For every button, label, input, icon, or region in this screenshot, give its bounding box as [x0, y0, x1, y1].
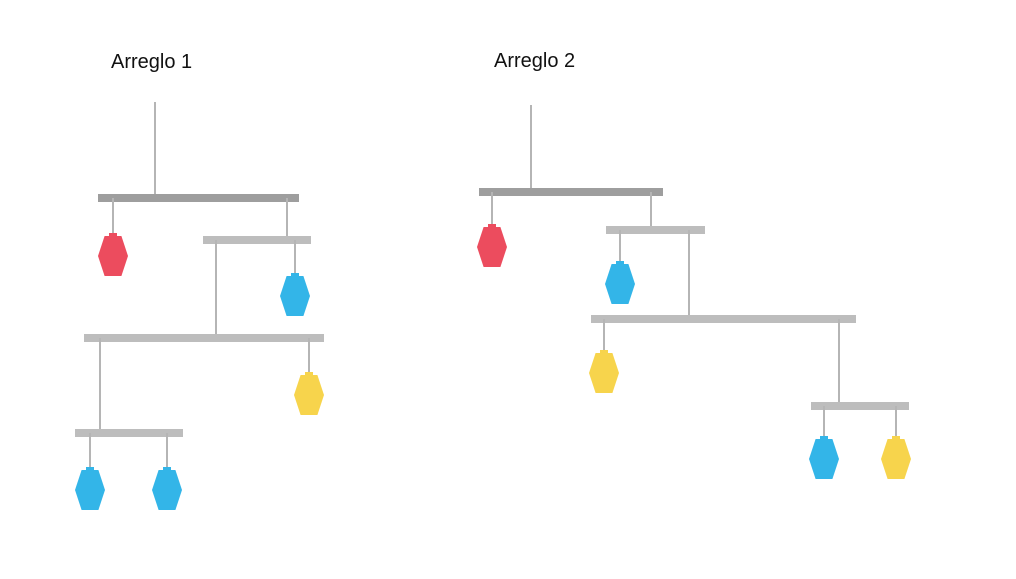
weight-hexagon	[589, 353, 619, 393]
weight-cap	[600, 350, 608, 353]
weight-blue-4	[152, 467, 182, 510]
weight-yellow-2	[294, 372, 324, 415]
weight-blue-1	[605, 261, 635, 304]
mobile-arrangement-1	[75, 102, 324, 510]
main-bar	[591, 315, 856, 323]
arrangement-1-title: Arreglo 1	[111, 51, 193, 73]
bottom-bar	[811, 402, 909, 410]
weight-hexagon	[881, 439, 911, 479]
weight-blue-1	[280, 273, 310, 316]
top-bar	[98, 194, 299, 202]
sub-bar-a	[203, 236, 311, 244]
weight-hexagon	[809, 439, 839, 479]
top-bar	[479, 188, 663, 196]
weight-cap	[305, 372, 313, 375]
weight-cap	[820, 436, 828, 439]
weight-hexagon	[98, 236, 128, 276]
weight-cap	[163, 467, 171, 470]
weight-cap	[488, 224, 496, 227]
weight-hexagon	[477, 227, 507, 267]
weight-cap	[892, 436, 900, 439]
bottom-bar	[75, 429, 183, 437]
weight-cap	[291, 273, 299, 276]
weight-red-0	[477, 224, 507, 267]
weight-yellow-4	[881, 436, 911, 479]
weight-hexagon	[605, 264, 635, 304]
weight-red-0	[98, 233, 128, 276]
weight-cap	[109, 233, 117, 236]
weight-hexagon	[294, 375, 324, 415]
weight-blue-3	[75, 467, 105, 510]
weight-hexagon	[152, 470, 182, 510]
mobile-arrangement-2	[477, 105, 911, 479]
weight-blue-3	[809, 436, 839, 479]
weight-hexagon	[280, 276, 310, 316]
weight-yellow-2	[589, 350, 619, 393]
weight-hexagon	[75, 470, 105, 510]
weight-cap	[86, 467, 94, 470]
sub-bar-a	[606, 226, 705, 234]
main-bar	[84, 334, 324, 342]
weight-cap	[616, 261, 624, 264]
arrangement-2-title: Arreglo 2	[494, 50, 576, 72]
